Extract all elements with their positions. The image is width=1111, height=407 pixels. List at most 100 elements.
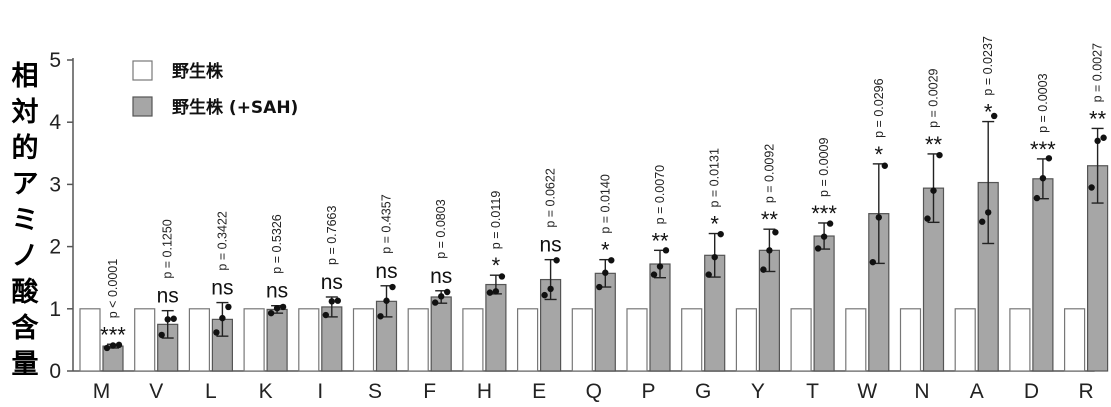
bar-wild-type — [79, 308, 101, 372]
p-value-label: p = 0.5326 — [270, 214, 284, 273]
data-point — [772, 229, 779, 236]
x-tick-label: T — [806, 380, 819, 403]
significance-label: ns — [321, 271, 343, 294]
significance-label: ns — [266, 280, 288, 303]
data-point — [991, 112, 998, 120]
bar-wild-type — [188, 308, 210, 372]
bar-wild-type — [790, 308, 812, 372]
bar-wild-type — [352, 308, 375, 372]
bar-wild-type-sah — [1032, 178, 1054, 372]
bars — [79, 112, 1109, 372]
y-tick-label: 1 — [49, 298, 61, 321]
bar-wild-type — [407, 308, 429, 372]
data-point — [1094, 137, 1101, 145]
data-point — [103, 344, 111, 352]
bar-wild-type — [1009, 308, 1031, 372]
bar-wild-type — [899, 308, 922, 372]
data-point — [650, 271, 658, 278]
bar-wild-type-sah — [813, 235, 835, 372]
data-point — [596, 283, 603, 291]
significance-label: * — [875, 142, 884, 167]
data-point — [109, 342, 117, 349]
p-value-label: p = 0.7663 — [325, 206, 339, 265]
x-tick-label: S — [368, 380, 382, 403]
y-axis-label-char: 酸 — [11, 277, 39, 308]
y-axis-label-char: 含 — [11, 313, 39, 344]
data-point — [881, 162, 888, 169]
p-value-label: p < 0.0001 — [106, 259, 120, 318]
data-point — [492, 288, 500, 295]
data-point — [711, 253, 718, 261]
y-tick-label: 0 — [49, 360, 61, 383]
data-point — [438, 293, 445, 300]
legend-label-wild-type-sah: 野生株 (+SAH) — [172, 97, 298, 118]
y-axis-label-char: ノ — [11, 241, 39, 272]
significance-label: * — [984, 100, 993, 125]
data-point — [985, 209, 992, 216]
p-value-label: p = 0.0140 — [598, 174, 612, 233]
data-point — [705, 271, 712, 278]
x-tick-label: W — [857, 380, 877, 403]
data-point — [553, 257, 560, 264]
data-point — [498, 273, 506, 280]
data-point — [1088, 184, 1095, 191]
data-point — [820, 233, 828, 240]
data-point — [1039, 174, 1047, 182]
bar-wild-type — [626, 308, 648, 372]
y-axis-label-char: 的 — [11, 133, 39, 164]
data-point — [766, 247, 773, 254]
significance-label: ns — [211, 277, 233, 300]
p-value-label: p = 0.4357 — [380, 194, 394, 253]
data-point — [328, 298, 335, 305]
significance-label: ns — [157, 285, 179, 308]
data-point — [662, 247, 670, 254]
data-point — [225, 303, 232, 311]
significance-label: *** — [1030, 137, 1056, 162]
x-tick-label: Q — [586, 380, 602, 403]
data-point — [164, 316, 171, 323]
y-axis-label-char: 対 — [11, 97, 39, 128]
p-value-label: p = 0.1250 — [161, 219, 175, 278]
y-tick-label: 5 — [49, 49, 61, 72]
data-point — [158, 331, 165, 339]
data-point — [1045, 155, 1053, 162]
x-tick-label: Y — [751, 380, 765, 403]
data-point — [936, 151, 943, 159]
data-point — [279, 303, 287, 311]
x-tick-label: L — [205, 380, 217, 403]
data-point — [322, 311, 329, 319]
data-point — [213, 329, 220, 336]
p-value-label: p = 0.0092 — [762, 144, 776, 203]
p-value-label: p = 0.0803 — [434, 199, 448, 258]
p-value-label: p = 0.3422 — [215, 211, 229, 270]
p-value-label: p = 0.0003 — [1036, 73, 1050, 132]
data-point — [389, 283, 396, 291]
data-point — [273, 304, 281, 312]
bar-wild-type — [845, 308, 867, 372]
data-point — [760, 266, 767, 273]
data-point — [444, 288, 451, 296]
legend-label-wild-type: 野生株 — [172, 61, 224, 82]
significance-label: ** — [651, 228, 669, 253]
significance-label: ns — [540, 234, 562, 257]
data-point — [826, 220, 834, 227]
bar-wild-type-sah — [485, 283, 507, 372]
y-tick-label: 3 — [49, 173, 61, 196]
data-point — [1033, 194, 1041, 202]
x-tick-label: M — [93, 380, 111, 403]
significance-label: * — [492, 253, 501, 278]
x-tick-label: I — [317, 380, 323, 403]
x-tick-label: A — [970, 380, 984, 403]
significance-label: ** — [1089, 106, 1107, 131]
y-axis-label-char: ア — [11, 169, 39, 200]
data-point — [656, 263, 664, 270]
p-value-label: p = 0.0027 — [1091, 43, 1105, 102]
significance-label: *** — [100, 322, 126, 347]
bar-wild-type — [681, 308, 703, 372]
data-point — [334, 297, 341, 304]
p-value-label: p = 0.0070 — [653, 165, 667, 224]
significance-label: ns — [430, 265, 452, 288]
significance-label: *** — [811, 201, 837, 226]
data-point — [814, 245, 822, 252]
